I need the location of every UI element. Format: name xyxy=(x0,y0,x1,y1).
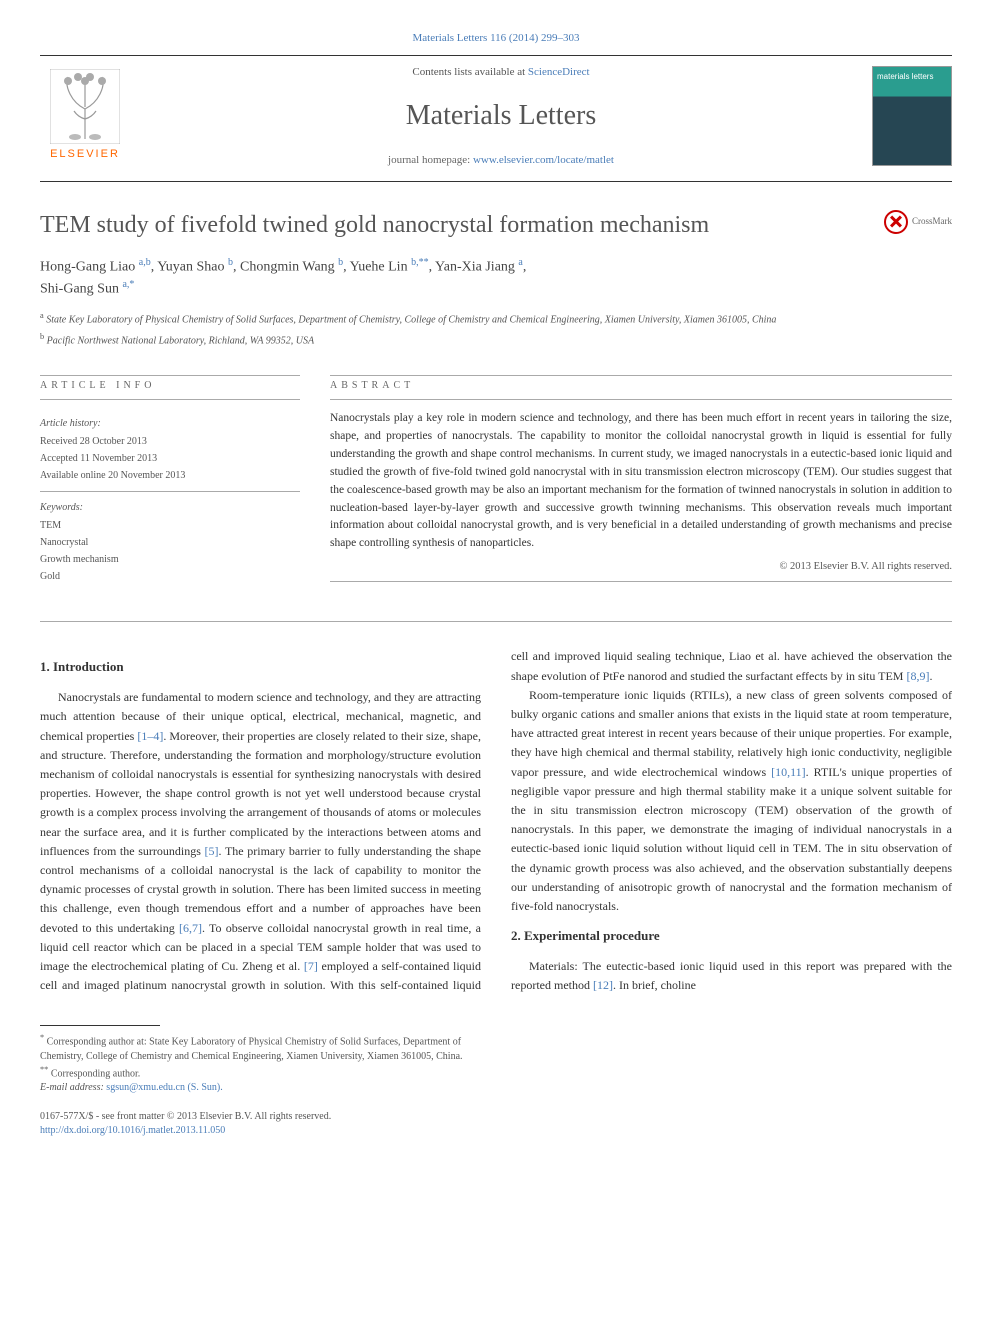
divider xyxy=(40,375,300,376)
affiliation-b: b Pacific Northwest National Laboratory,… xyxy=(40,331,952,348)
journal-citation-link[interactable]: Materials Letters 116 (2014) 299–303 xyxy=(413,32,580,44)
author-name: , Chongmin Wang xyxy=(233,259,338,274)
body-text: . xyxy=(929,669,932,683)
author-affil-marker: b,** xyxy=(411,257,429,268)
received-date: Received 28 October 2013 xyxy=(40,434,300,449)
elsevier-tree-icon xyxy=(50,69,120,144)
body-text: . RTIL's unique properties of negligible… xyxy=(511,765,952,913)
footnote-text: Corresponding author at: State Key Labor… xyxy=(40,1037,463,1062)
citation-link[interactable]: [1–4] xyxy=(137,729,163,743)
section-heading-1: 1. Introduction xyxy=(40,657,481,678)
author-list: Hong-Gang Liao a,b, Yuyan Shao b, Chongm… xyxy=(40,255,952,300)
crossmark-icon xyxy=(884,210,908,234)
body-paragraph: Room-temperature ionic liquids (RTILs), … xyxy=(511,686,952,916)
citation-link[interactable]: [6,7] xyxy=(179,921,202,935)
keywords-block: Keywords: TEM Nanocrystal Growth mechani… xyxy=(40,496,300,584)
header-center: Contents lists available at ScienceDirec… xyxy=(130,64,872,169)
journal-citation-top: Materials Letters 116 (2014) 299–303 xyxy=(40,30,952,47)
affiliation-a: a State Key Laboratory of Physical Chemi… xyxy=(40,310,952,327)
author-sep: , xyxy=(523,259,527,274)
corresponding-author-note-2: ** Corresponding author. xyxy=(40,1064,475,1081)
author-name: , Yuehe Lin xyxy=(343,259,411,274)
citation-link[interactable]: [5] xyxy=(205,844,219,858)
section-heading-2: 2. Experimental procedure xyxy=(511,926,952,947)
citation-link[interactable]: [8,9] xyxy=(906,669,929,683)
keywords-label: Keywords: xyxy=(40,500,300,515)
crossmark-badge[interactable]: CrossMark xyxy=(884,210,952,234)
divider-below-header xyxy=(40,181,952,182)
abstract-text: Nanocrystals play a key role in modern s… xyxy=(330,410,952,553)
footnote-rule xyxy=(40,1025,160,1026)
body-text: Materials: The eutectic-based ionic liqu… xyxy=(511,959,952,992)
footer-meta: 0167-577X/$ - see front matter © 2013 El… xyxy=(40,1110,475,1138)
email-label: E-mail address: xyxy=(40,1082,106,1093)
online-date: Available online 20 November 2013 xyxy=(40,468,300,483)
journal-header: ELSEVIER Contents lists available at Sci… xyxy=(40,56,952,181)
divider xyxy=(330,581,952,582)
footnotes-block: * Corresponding author at: State Key Lab… xyxy=(40,1025,475,1095)
divider xyxy=(330,375,952,376)
doi-link[interactable]: http://dx.doi.org/10.1016/j.matlet.2013.… xyxy=(40,1124,475,1138)
footer-right-column xyxy=(505,995,940,1138)
citation-link[interactable]: [7] xyxy=(304,959,318,973)
crossmark-label: CrossMark xyxy=(912,215,952,229)
keyword: Gold xyxy=(40,569,300,584)
divider xyxy=(40,491,300,492)
contents-prefix: Contents lists available at xyxy=(412,66,527,78)
article-history-block: Article history: Received 28 October 201… xyxy=(40,408,300,483)
author-name: , Yan-Xia Jiang xyxy=(429,259,519,274)
footer-left-column: * Corresponding author at: State Key Lab… xyxy=(40,995,475,1138)
journal-cover-thumbnail: materials letters xyxy=(872,66,952,166)
abstract-label: ABSTRACT xyxy=(330,378,952,393)
abstract-column: ABSTRACT Nanocrystals play a key role in… xyxy=(330,373,952,586)
journal-homepage-link[interactable]: www.elsevier.com/locate/matlet xyxy=(473,154,614,166)
body-content: 1. Introduction Nanocrystals are fundame… xyxy=(40,647,952,995)
author-name: Hong-Gang Liao xyxy=(40,259,139,274)
article-info-label: ARTICLE INFO xyxy=(40,378,300,393)
affiliation-text: Pacific Northwest National Laboratory, R… xyxy=(44,335,314,346)
divider xyxy=(330,399,952,400)
article-title: TEM study of fivefold twined gold nanocr… xyxy=(40,207,952,243)
journal-title: Materials Letters xyxy=(130,95,872,137)
publisher-name: ELSEVIER xyxy=(50,146,120,163)
body-text: . In brief, choline xyxy=(613,978,696,992)
homepage-prefix: journal homepage: xyxy=(388,154,473,166)
divider xyxy=(40,399,300,400)
journal-cover-text: materials letters xyxy=(877,71,933,83)
email-line: E-mail address: sgsun@xmu.edu.cn (S. Sun… xyxy=(40,1081,475,1095)
corresponding-author-note: * Corresponding author at: State Key Lab… xyxy=(40,1032,475,1063)
contents-available-line: Contents lists available at ScienceDirec… xyxy=(130,64,872,81)
citation-link[interactable]: [12] xyxy=(593,978,613,992)
article-info-column: ARTICLE INFO Article history: Received 2… xyxy=(40,373,300,586)
author-name: Shi-Gang Sun xyxy=(40,282,122,297)
sciencedirect-link[interactable]: ScienceDirect xyxy=(528,66,590,78)
footnote-text: Corresponding author. xyxy=(48,1068,140,1079)
author-name: , Yuyan Shao xyxy=(151,259,228,274)
keyword: TEM xyxy=(40,518,300,533)
publisher-logo: ELSEVIER xyxy=(40,66,130,166)
email-link[interactable]: sgsun@xmu.edu.cn (S. Sun). xyxy=(106,1082,222,1093)
info-abstract-row: ARTICLE INFO Article history: Received 2… xyxy=(40,373,952,586)
footer-columns: * Corresponding author at: State Key Lab… xyxy=(40,995,952,1138)
issn-line: 0167-577X/$ - see front matter © 2013 El… xyxy=(40,1110,475,1124)
accepted-date: Accepted 11 November 2013 xyxy=(40,451,300,466)
citation-link[interactable]: [10,11] xyxy=(771,765,806,779)
keyword: Growth mechanism xyxy=(40,552,300,567)
author-affil-marker: a,b xyxy=(139,257,151,268)
body-paragraph: Materials: The eutectic-based ionic liqu… xyxy=(511,957,952,995)
affiliation-text: State Key Laboratory of Physical Chemist… xyxy=(44,314,777,325)
journal-homepage-line: journal homepage: www.elsevier.com/locat… xyxy=(130,152,872,169)
divider-above-body xyxy=(40,621,952,622)
author-affil-marker: a,* xyxy=(122,279,134,290)
abstract-copyright: © 2013 Elsevier B.V. All rights reserved… xyxy=(330,559,952,575)
history-label: Article history: xyxy=(40,416,300,431)
keyword: Nanocrystal xyxy=(40,535,300,550)
body-text: . Moreover, their properties are closely… xyxy=(40,729,481,858)
